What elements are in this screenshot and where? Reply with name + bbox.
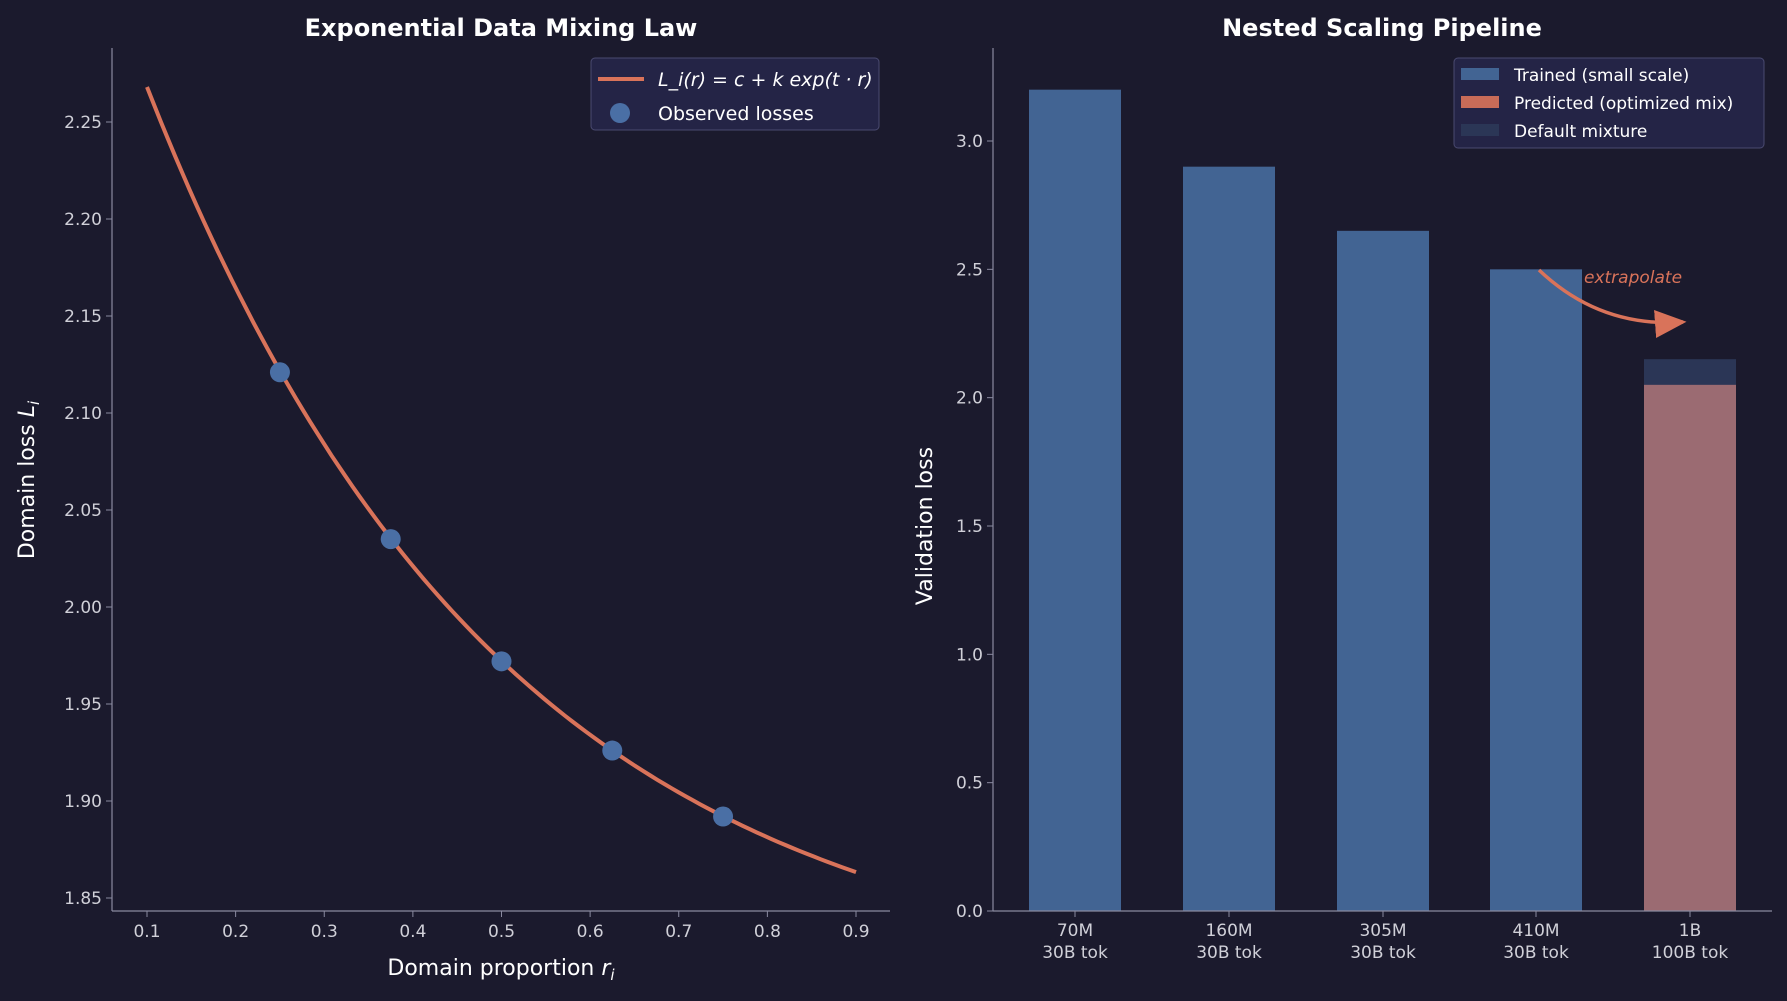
y-tick-label: 1.90 [64, 792, 102, 812]
x-tick-label: 0.3 [311, 922, 338, 942]
left-title: Exponential Data Mixing Law [305, 14, 698, 42]
y-tick-label: 1.85 [64, 889, 102, 909]
observed-point [602, 740, 623, 761]
observed-point [269, 362, 290, 383]
right-chart: Nested Scaling Pipeline 0.0 0.5 1.0 1.5 2.0 2… [913, 14, 1772, 963]
left-legend: L_i(r) = c + k exp(t · r) Observed losse… [590, 57, 880, 131]
y-tick-label: 2.5 [956, 260, 983, 280]
left-ylabel: Domain loss Li [15, 400, 43, 559]
bars [1029, 89, 1736, 912]
right-ylabel: Validation loss [913, 447, 938, 605]
y-tick-label: 2.05 [64, 501, 102, 521]
y-tick-label: 0.5 [956, 774, 983, 794]
y-tick-label: 3.0 [956, 132, 983, 152]
legend-label-predicted: Predicted (optimized mix) [1514, 94, 1733, 114]
x-tick-label: 0.8 [754, 922, 781, 942]
y-tick-label: 2.0 [956, 389, 983, 409]
y-tick-label: 2.00 [64, 598, 102, 618]
observed-point [491, 651, 512, 672]
legend-swatch-default [1461, 124, 1499, 136]
bar-trained [1337, 230, 1429, 912]
x-tick-label-model: 410M [1512, 921, 1559, 941]
x-tick-label-tokens: 30B tok [1503, 943, 1569, 963]
x-tick-label: 0.1 [133, 922, 160, 942]
legend-label-default: Default mixture [1514, 122, 1647, 142]
extrapolate-arrow [1537, 268, 1687, 338]
observed-point [380, 529, 401, 550]
x-tick-label: 0.5 [488, 922, 515, 942]
legend-frame [590, 57, 880, 131]
bar-trained [1183, 166, 1275, 911]
extrapolate-annotation: extrapolate [1584, 268, 1682, 288]
x-tick-label-tokens: 30B tok [1042, 943, 1108, 963]
y-tick-label: 1.95 [64, 695, 102, 715]
legend-frame [1453, 57, 1765, 149]
x-tick-label: 0.9 [842, 922, 869, 942]
left-axes: 0.1 0.2 0.3 0.4 0.5 0.6 0.7 0.8 0.9 1.85 1.90 1.95 2… [64, 48, 890, 942]
legend-swatch-trained [1461, 68, 1499, 80]
y-tick-label: 2.20 [64, 210, 102, 230]
observed-point [713, 806, 734, 827]
x-tick-label-model: 160M [1205, 921, 1252, 941]
legend-swatch-predicted [1461, 96, 1499, 108]
legend-label-points: Observed losses [658, 103, 814, 125]
legend-label-trained: Trained (small scale) [1513, 66, 1689, 86]
legend-label-curve: L_i(r) = c + k exp(t · r) [658, 69, 873, 91]
y-tick-label: 1.5 [956, 517, 983, 537]
x-tick-label-tokens: 100B tok [1652, 943, 1729, 963]
observed-points [269, 362, 734, 827]
bar-trained [1490, 269, 1582, 911]
x-tick-label: 0.2 [222, 922, 249, 942]
y-tick-label: 2.15 [64, 307, 102, 327]
x-tick-label: 0.4 [399, 922, 426, 942]
y-tick-label: 1.0 [956, 645, 983, 665]
y-tick-label: 2.25 [64, 113, 102, 133]
bar-predicted [1644, 384, 1736, 911]
legend-point-swatch [610, 103, 630, 123]
x-tick-label-model: 1B [1679, 921, 1701, 941]
bar-trained [1029, 89, 1121, 911]
x-tick-label-tokens: 30B tok [1350, 943, 1416, 963]
right-legend: Trained (small scale) Predicted (optimiz… [1453, 57, 1765, 149]
y-tick-label: 0.0 [956, 902, 983, 922]
x-tick-label-model: 70M [1057, 921, 1093, 941]
x-tick-label: 0.7 [665, 922, 692, 942]
right-title: Nested Scaling Pipeline [1222, 14, 1542, 42]
x-tick-label: 0.6 [577, 922, 604, 942]
left-xlabel: Domain proportion ri [387, 956, 615, 984]
x-tick-label-model: 305M [1359, 921, 1406, 941]
left-chart: Exponential Data Mixing Law 0.1 0.2 0.3 0.4… [15, 14, 890, 984]
y-tick-label: 2.10 [64, 404, 102, 424]
x-tick-label-tokens: 30B tok [1196, 943, 1262, 963]
